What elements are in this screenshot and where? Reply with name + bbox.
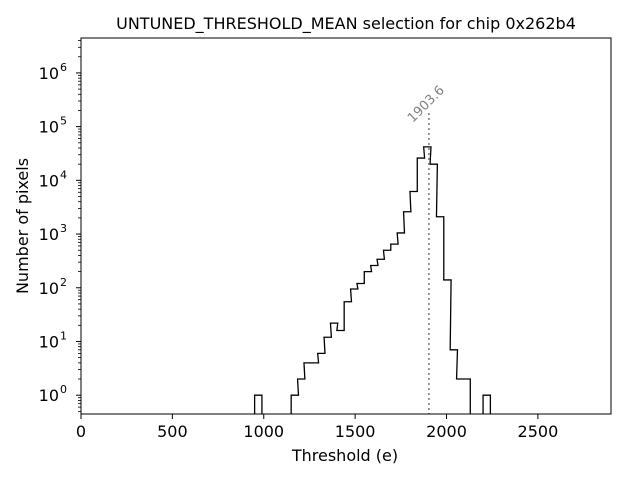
y-axis-label: Number of pixels bbox=[13, 158, 32, 294]
histogram-bin-11 bbox=[357, 284, 364, 414]
x-tick-label-1: 500 bbox=[157, 422, 188, 441]
y-tick-label-5: 10 bbox=[39, 118, 59, 137]
histogram-bin-2 bbox=[298, 379, 305, 414]
histogram-bin-20 bbox=[417, 158, 424, 414]
x-tick-label-0: 0 bbox=[76, 422, 86, 441]
x-tick-label-4: 2000 bbox=[426, 422, 467, 441]
y-tick-exponent-3: 3 bbox=[60, 222, 67, 235]
histogram-bin-6 bbox=[324, 337, 331, 414]
y-tick-exponent-1: 1 bbox=[60, 329, 67, 342]
x-axis-label: Threshold (e) bbox=[291, 446, 398, 465]
histogram-bin-18 bbox=[404, 212, 411, 414]
histogram-bin-24 bbox=[444, 280, 451, 414]
histogram-bin-5 bbox=[318, 353, 325, 414]
chart-title: UNTUNED_THRESHOLD_MEAN selection for chi… bbox=[116, 14, 576, 34]
histogram-bin-16 bbox=[391, 244, 398, 414]
histogram-bin-9 bbox=[344, 302, 351, 414]
x-tick-label-2: 1000 bbox=[243, 422, 284, 441]
histogram-bin-13 bbox=[371, 265, 378, 414]
y-tick-exponent-5: 5 bbox=[60, 115, 67, 128]
plot-area: 1903.6 bbox=[253, 83, 492, 414]
histogram-bin-21 bbox=[424, 147, 431, 414]
histogram-bin-27 bbox=[463, 379, 470, 414]
histogram-bin-3 bbox=[304, 363, 311, 414]
y-tick-label-2: 10 bbox=[39, 279, 59, 298]
histogram-bin-25 bbox=[450, 350, 457, 414]
histogram-bin-0 bbox=[255, 395, 262, 414]
threshold-marker-label: 1903.6 bbox=[405, 83, 448, 126]
histogram-bin-7 bbox=[330, 323, 337, 414]
histogram-bin-28 bbox=[483, 395, 490, 414]
histogram-bin-1 bbox=[291, 395, 298, 414]
y-tick-label-6: 10 bbox=[39, 64, 59, 83]
histogram-step-1 bbox=[290, 146, 471, 414]
histogram-bin-22 bbox=[430, 164, 437, 414]
histogram-bin-8 bbox=[337, 331, 344, 414]
y-tick-exponent-4: 4 bbox=[60, 168, 67, 181]
histogram-step-0 bbox=[253, 394, 263, 414]
histogram-step-2 bbox=[482, 394, 492, 414]
x-tick-label-3: 1500 bbox=[335, 422, 376, 441]
y-tick-label-4: 10 bbox=[39, 171, 59, 190]
x-tick-label-5: 2500 bbox=[518, 422, 559, 441]
y-tick-label-1: 10 bbox=[39, 332, 59, 351]
histogram-bin-17 bbox=[397, 233, 404, 414]
y-tick-label-0: 10 bbox=[39, 386, 59, 405]
plot-frame bbox=[80, 37, 612, 415]
y-tick-label-3: 10 bbox=[39, 225, 59, 244]
histogram-bin-26 bbox=[457, 379, 464, 414]
y-tick-exponent-2: 2 bbox=[60, 276, 67, 289]
histogram-bin-14 bbox=[377, 259, 384, 414]
y-tick-exponent-0: 0 bbox=[60, 383, 67, 396]
histogram-bin-23 bbox=[436, 217, 443, 414]
histogram-bin-12 bbox=[364, 272, 371, 414]
histogram-bin-15 bbox=[383, 250, 390, 414]
histogram-bin-4 bbox=[311, 363, 318, 414]
histogram-bin-19 bbox=[410, 191, 417, 414]
histogram-bin-10 bbox=[351, 289, 358, 414]
y-tick-exponent-6: 6 bbox=[60, 61, 67, 74]
